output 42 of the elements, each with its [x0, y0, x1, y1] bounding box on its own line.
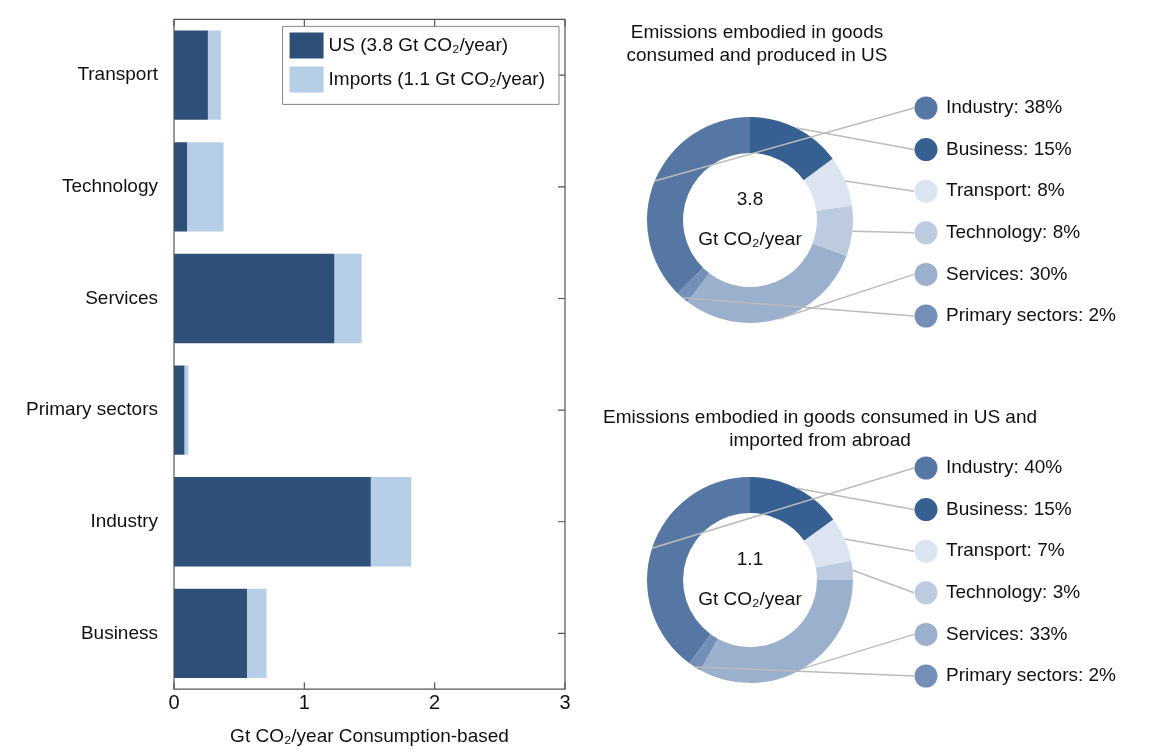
legend-label: US (3.8 Gt CO₂/year): [328, 33, 509, 55]
chart-title: Emissions embodied in goods consumed and produced in US: [625, 20, 889, 67]
legend-label: Technology: 8%: [946, 221, 1081, 243]
y-tick-label: Primary sectors: [26, 398, 158, 420]
bar: [184, 365, 189, 455]
y-tick-label: Industry: [90, 509, 159, 531]
legend-label: Services: 30%: [946, 262, 1068, 284]
bar: [174, 477, 371, 567]
legend-label: Transport: 7%: [946, 539, 1065, 561]
text: Gt CO₂/year: [698, 228, 803, 250]
legend-label: Primary sectors: 2%: [946, 304, 1117, 326]
legend-label: Transport: 8%: [946, 179, 1065, 201]
x-tick-label: 1: [298, 690, 310, 713]
bar: [246, 588, 267, 679]
legend-label: Imports (1.1 Gt CO₂/year): [328, 67, 545, 89]
legend-label: Services: 33%: [946, 622, 1068, 644]
x-tick-label: 2: [429, 690, 441, 713]
bar: [174, 253, 335, 344]
bar: [334, 253, 362, 344]
text: 3.8: [736, 188, 764, 210]
text: 1.1: [736, 548, 764, 570]
x-tick-label: 3: [559, 690, 571, 713]
legend-label: Primary sectors: 2%: [946, 664, 1117, 686]
legend-label: Industry: 38%: [946, 96, 1063, 118]
bar: [187, 142, 224, 232]
y-tick-label: Technology: [61, 175, 159, 197]
legend-label: Business: 15%: [946, 137, 1072, 159]
chart-title: Emissions embodied in goods consumed in US and imported from abroad: [601, 405, 1039, 452]
text: Gt CO₂/year: [698, 588, 803, 610]
x-axis-title: Gt CO₂/year Consumption-based: [230, 724, 509, 746]
bar: [174, 588, 247, 679]
legend-label: Business: 15%: [946, 497, 1072, 519]
x-tick-label: 0: [168, 690, 180, 713]
y-tick-label: Business: [80, 621, 158, 643]
y-tick-label: Transport: [77, 63, 159, 85]
bar: [370, 477, 412, 567]
y-tick-label: Services: [85, 286, 158, 308]
legend-label: Technology: 3%: [946, 581, 1081, 603]
legend-label: Industry: 40%: [946, 456, 1063, 478]
bar: [174, 30, 208, 120]
bar: [207, 30, 221, 120]
bar: [174, 142, 188, 232]
